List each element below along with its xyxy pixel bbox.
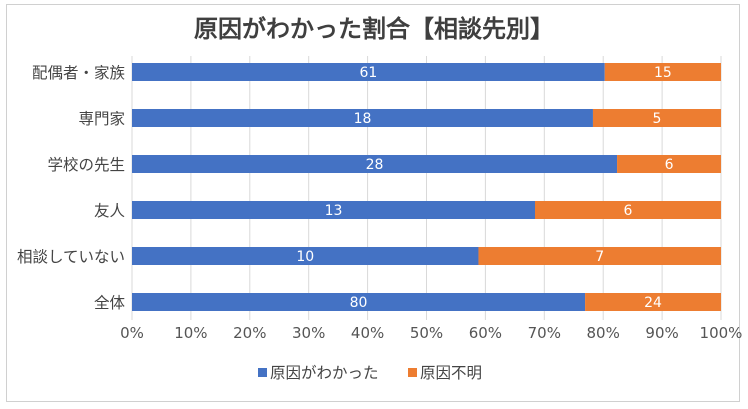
legend-label: 原因がわかった — [270, 364, 379, 382]
legend: 原因がわかった 原因不明 — [258, 364, 482, 382]
bar-segment — [132, 63, 605, 81]
x-tick-label: 100% — [700, 324, 743, 342]
data-label: 61 — [359, 65, 377, 81]
bar-segment — [592, 109, 721, 127]
bar-segment — [617, 155, 721, 173]
data-label: 28 — [366, 157, 384, 173]
data-label: 6 — [665, 157, 674, 173]
data-label: 7 — [595, 249, 604, 265]
x-tick-label: 70% — [528, 324, 561, 342]
x-tick-label: 20% — [233, 324, 266, 342]
x-tick-label: 0% — [120, 324, 144, 342]
x-tick-label: 30% — [292, 324, 325, 342]
data-label: 10 — [296, 249, 314, 265]
category-label: 配偶者・家族 — [32, 64, 125, 82]
bar-segment — [604, 63, 721, 81]
data-label: 5 — [653, 111, 662, 127]
data-label: 13 — [325, 203, 343, 219]
x-tick-label: 80% — [587, 324, 620, 342]
bar-segment — [478, 247, 721, 265]
data-label: 15 — [654, 65, 672, 81]
category-label: 友人 — [94, 202, 125, 220]
bar-segment — [585, 293, 721, 311]
data-label: 18 — [354, 111, 372, 127]
category-label: 学校の先生 — [47, 156, 125, 174]
data-label: 6 — [624, 203, 633, 219]
category-label: 専門家 — [78, 110, 125, 128]
bar-segment — [132, 247, 479, 265]
x-tick-label: 90% — [645, 324, 678, 342]
x-tick-label: 10% — [174, 324, 207, 342]
bar-segment — [132, 109, 593, 127]
legend-swatch — [408, 368, 417, 377]
data-label: 24 — [644, 295, 662, 311]
bar-segment — [132, 293, 586, 311]
data-label: 80 — [350, 295, 368, 311]
bar-segment — [132, 155, 618, 173]
legend-label: 原因不明 — [420, 364, 482, 382]
legend-swatch — [258, 368, 267, 377]
x-tick-label: 60% — [469, 324, 502, 342]
x-tick-label: 40% — [351, 324, 384, 342]
category-label: 全体 — [94, 294, 126, 312]
chart-title: 原因がわかった割合【相談先別】 — [194, 15, 554, 43]
category-label: 相談していない — [17, 248, 125, 266]
bar-segment — [132, 201, 535, 219]
bar-segment — [535, 201, 721, 219]
x-tick-label: 50% — [410, 324, 443, 342]
